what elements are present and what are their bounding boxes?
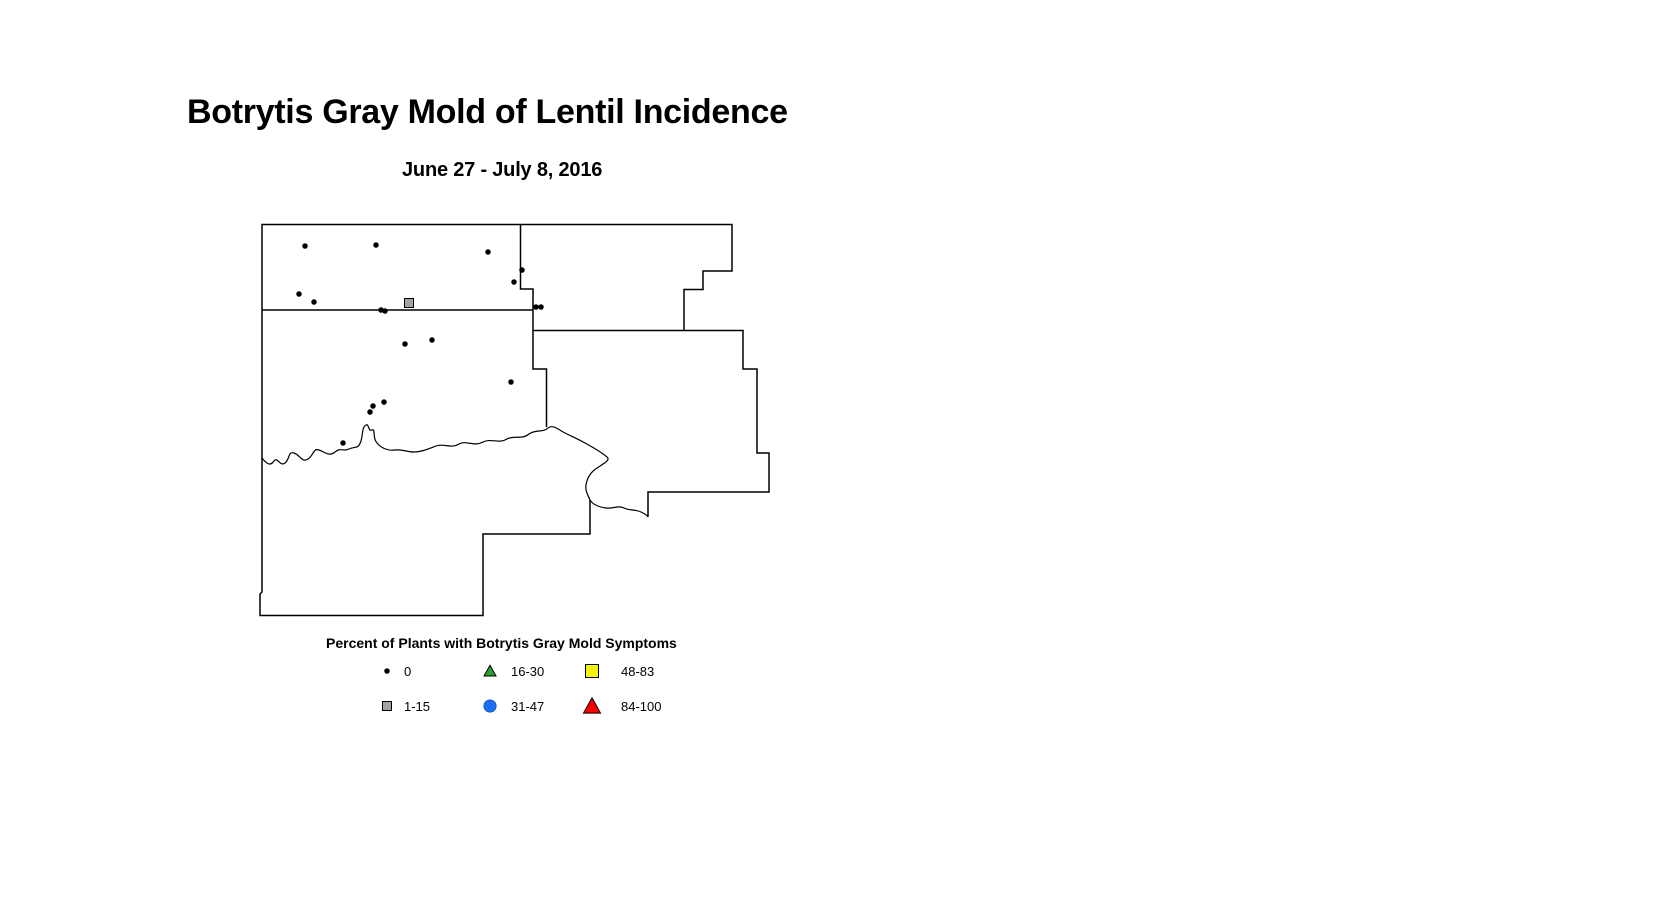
marker-dot (429, 337, 435, 343)
marker-square (404, 298, 414, 308)
legend-label: 16-30 (511, 663, 545, 679)
marker-square (382, 701, 392, 711)
marker-dot (519, 267, 525, 273)
marker-triangle (483, 664, 497, 677)
legend-red-triangle-icon (582, 696, 602, 714)
marker-dot (382, 308, 388, 314)
marker-dot (508, 379, 514, 385)
county-outline (519, 224, 548, 427)
legend-entry-84-100: 84-100 (579, 695, 661, 717)
marker-dot (533, 304, 539, 310)
legend-label: 1-15 (404, 698, 431, 714)
river-outline (261, 424, 649, 518)
legend-blue-circle-icon (483, 699, 497, 713)
marker-dot (296, 291, 302, 297)
marker-triangle (582, 696, 602, 714)
legend-label: 48-83 (621, 663, 655, 679)
figure-title: Botrytis Gray Mold of Lentil Incidence (187, 93, 788, 131)
legend-entry-0: 0 (374, 660, 411, 682)
legend-entry-48-83: 48-83 (579, 660, 654, 682)
marker-dot (485, 249, 491, 255)
legend-gray-square-icon (382, 701, 392, 711)
county-outline (259, 223, 591, 617)
marker-dot (538, 304, 544, 310)
marker-dot (367, 409, 373, 415)
marker-dot (511, 279, 517, 285)
legend-yellow-square-icon (585, 664, 599, 678)
legend-label: 0 (404, 663, 412, 679)
marker-dot (302, 243, 308, 249)
marker-dot (402, 341, 408, 347)
legend-label: 84-100 (621, 698, 662, 714)
legend-green-triangle-icon (483, 664, 497, 677)
marker-dot (340, 440, 346, 446)
marker-dot (373, 242, 379, 248)
legend-entry-31-47: 31-47 (477, 695, 544, 717)
marker-dot (370, 403, 376, 409)
marker-dot (381, 399, 387, 405)
legend-label: 31-47 (511, 698, 545, 714)
county-outline (520, 223, 733, 331)
legend-dot-icon (384, 668, 390, 674)
county-outline (533, 329, 770, 517)
figure-subtitle: June 27 - July 8, 2016 (402, 159, 603, 181)
marker-dot (311, 299, 317, 305)
marker-circle (483, 699, 497, 713)
legend-entry-1-15: 1-15 (374, 695, 430, 717)
marker-dot (384, 668, 390, 674)
marker-square (585, 664, 599, 678)
legend-entry-16-30: 16-30 (477, 660, 544, 682)
legend-title: Percent of Plants with Botrytis Gray Mol… (326, 635, 677, 651)
